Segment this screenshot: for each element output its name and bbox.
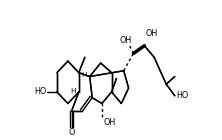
Text: OH: OH (120, 36, 132, 45)
Text: H: H (70, 88, 75, 94)
Text: HO: HO (176, 91, 188, 100)
Text: OH: OH (103, 118, 115, 127)
Text: HO: HO (34, 87, 47, 96)
Text: OH: OH (146, 29, 158, 38)
Text: O: O (68, 128, 75, 137)
Text: H: H (81, 72, 86, 78)
